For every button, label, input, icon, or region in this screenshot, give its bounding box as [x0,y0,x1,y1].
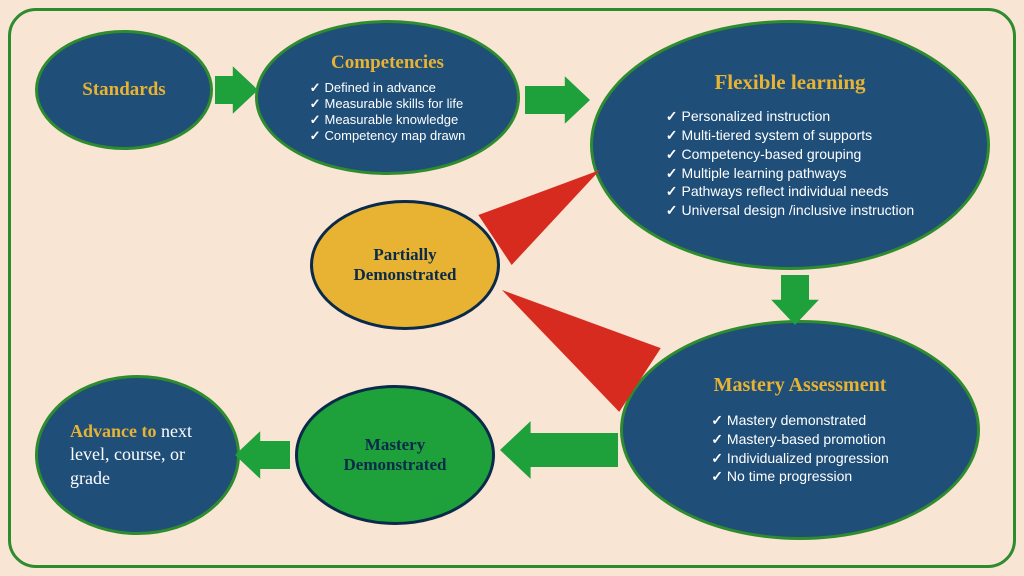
node-mastery-assessment: Mastery Assessment Mastery demonstratedM… [620,320,980,540]
list-item: Multi-tiered system of supports [666,126,914,145]
node-mastery-line2: Demonstrated [344,455,447,475]
list-item: Multiple learning pathways [666,164,914,183]
node-assessment-list: Mastery demonstratedMastery-based promot… [711,411,889,487]
node-advance-text: Advance to next level, course, or grade [50,420,237,490]
node-advance: Advance to next level, course, or grade [35,375,240,535]
node-flexible-title: Flexible learning [714,70,865,95]
list-item: Personalized instruction [666,107,914,126]
node-flexible-list: Personalized instructionMulti-tiered sys… [666,107,914,220]
list-item: Measurable knowledge [310,112,466,128]
node-partially-line2: Demonstrated [354,265,457,285]
node-flexible-learning: Flexible learning Personalized instructi… [590,20,990,270]
list-item: Competency map drawn [310,128,466,144]
list-item: Competency-based grouping [666,145,914,164]
node-partially-demonstrated: Partially Demonstrated [310,200,500,330]
node-standards-title: Standards [82,79,165,101]
node-assessment-title: Mastery Assessment [714,374,887,397]
list-item: Measurable skills for life [310,96,466,112]
node-partially-line1: Partially [373,245,436,265]
node-mastery-line1: Mastery [365,435,425,455]
node-competencies: Competencies Defined in advanceMeasurabl… [255,20,520,175]
list-item: Mastery demonstrated [711,411,889,430]
list-item: Defined in advance [310,80,466,96]
node-competencies-title: Competencies [331,52,444,74]
list-item: Individualized progression [711,449,889,468]
list-item: Mastery-based promotion [711,430,889,449]
list-item: No time progression [711,467,889,486]
list-item: Pathways reflect individual needs [666,182,914,201]
node-advance-gold: Advance to [70,421,161,441]
node-competencies-list: Defined in advanceMeasurable skills for … [310,80,466,144]
node-standards: Standards [35,30,213,150]
list-item: Universal design /inclusive instruction [666,201,914,220]
node-mastery-demonstrated: Mastery Demonstrated [295,385,495,525]
